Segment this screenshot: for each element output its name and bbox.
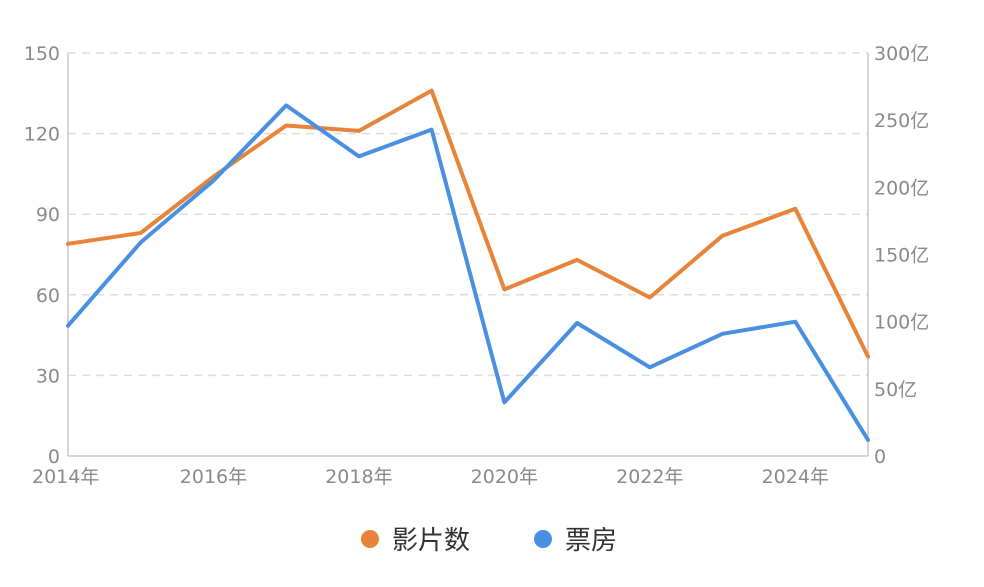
left-tick-label: 120 bbox=[24, 124, 60, 146]
left-tick-label: 150 bbox=[24, 43, 60, 65]
x-tick-label: 2018年 bbox=[325, 466, 392, 488]
left-tick-label: 30 bbox=[36, 365, 60, 387]
right-axis-tick-labels: 0 50亿 100亿 150亿 200亿 250亿 300亿 bbox=[874, 43, 929, 468]
legend-item[interactable]: 影片数 bbox=[361, 526, 470, 556]
x-tick-label: 2024年 bbox=[762, 466, 829, 488]
x-tick-label: 2020年 bbox=[471, 466, 538, 488]
x-axis-tick-labels: 2014年 2016年 2018年 2020年 2022年 2024年 bbox=[32, 466, 829, 488]
series-line-film-count bbox=[66, 88, 870, 359]
series-line-box-office bbox=[66, 103, 870, 442]
x-tick-label: 2022年 bbox=[616, 466, 683, 488]
left-tick-label: 0 bbox=[48, 446, 60, 468]
left-tick-label: 60 bbox=[36, 285, 60, 307]
legend-marker bbox=[361, 530, 379, 548]
series-lines bbox=[66, 88, 870, 442]
axes bbox=[67, 53, 869, 457]
right-tick-label: 200亿 bbox=[874, 177, 929, 199]
right-tick-label: 50亿 bbox=[874, 379, 917, 401]
right-tick-label: 150亿 bbox=[874, 245, 929, 267]
right-tick-label: 100亿 bbox=[874, 312, 929, 334]
left-axis-tick-labels: 0 30 60 90 120 150 bbox=[24, 43, 60, 468]
x-tick-label: 2016年 bbox=[180, 466, 247, 488]
right-tick-label: 0 bbox=[874, 446, 886, 468]
legend-label: 票房 bbox=[565, 526, 617, 556]
legend-label: 影片数 bbox=[392, 526, 470, 556]
right-tick-label: 300亿 bbox=[874, 43, 929, 65]
x-tick-label: 2014年 bbox=[32, 466, 99, 488]
left-tick-label: 90 bbox=[36, 204, 60, 226]
grid-lines bbox=[68, 52, 868, 377]
legend-marker bbox=[534, 530, 552, 548]
legend: 影片数 票房 bbox=[361, 526, 617, 556]
legend-item[interactable]: 票房 bbox=[534, 526, 617, 556]
right-tick-label: 250亿 bbox=[874, 110, 929, 132]
